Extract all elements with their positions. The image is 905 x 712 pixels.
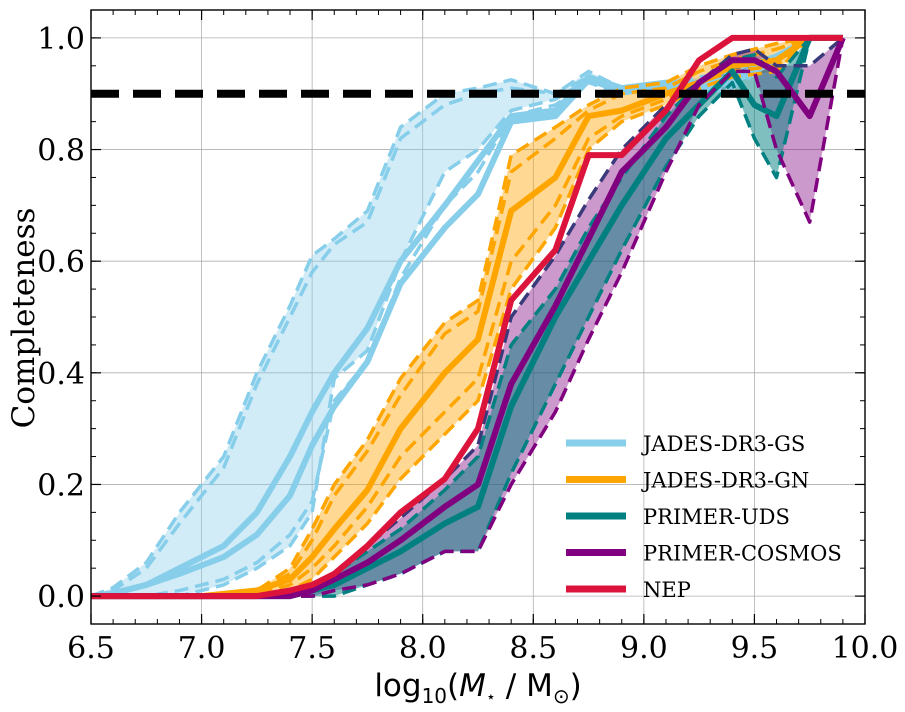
x-title-log: log [374,668,421,704]
y-tick-label: 0.4 [37,357,85,392]
legend-label: JADES-DR3-GN [641,469,809,493]
x-title-mass: M [459,668,486,704]
tick-labels: 6.5 7.0 7.5 8.0 8.5 9.0 9.5 10.0 0.0 0.2 0.4 0.6 0.8… [37,22,898,666]
legend-label: PRIMER-UDS [643,505,790,529]
y-tick-label: 0.8 [37,134,85,169]
legend: JADES-DR3-GS JADES-DR3-GN PRIMER-UDS PRIMER… [566,432,842,602]
line-jades-gs-center-a [91,34,843,600]
x-tick-label: 7.5 [288,631,336,666]
y-tick-label: 1.0 [37,22,85,57]
x-tick-label: 7.0 [178,631,226,666]
line-primer-cosmos-center [91,36,846,600]
line-primer-uds-upper [91,36,843,598]
line-jades-gn-center [91,34,843,600]
x-tick-label: 9.5 [731,631,779,666]
y-tick-label: 0.6 [37,245,85,280]
x-title-sub: 10 [422,684,447,708]
x-tick-label: 8.5 [509,631,557,666]
line-primer-uds-lower [91,36,843,598]
y-tick-label: 0.0 [37,580,85,615]
line-nep [91,34,843,600]
x-tick-label: 6.5 [67,631,115,666]
band-jades-gs [91,37,843,597]
x-title-msun: M [526,668,553,704]
line-jades-gn-lower-mid [91,36,843,598]
x-title-open: ( [447,668,459,704]
y-axis-title: Completeness [6,208,42,429]
x-tick-label: 8.0 [399,631,447,666]
legend-label: PRIMER-COSMOS [643,542,842,566]
band-primer-uds [91,37,843,597]
x-title-sun: ⊙ [553,684,570,708]
axis-ticks [90,10,866,624]
y-tick-label: 0.2 [37,468,85,503]
legend-label: JADES-DR3-GS [641,432,805,456]
x-axis-title: log10(M⋆ / M⊙) [374,668,581,708]
series-lines [91,34,846,600]
x-tick-label: 10.0 [832,631,899,666]
line-primer-cosmos-upper [91,36,845,598]
x-title-star: ⋆ [486,687,496,706]
x-title-slash: / [496,668,526,704]
line-primer-cosmos-lower [91,37,845,598]
x-tick-label: 9.0 [620,631,668,666]
legend-label: NEP [643,578,691,602]
x-title-close: ) [570,668,582,704]
line-jades-gs-center-b [91,34,843,600]
